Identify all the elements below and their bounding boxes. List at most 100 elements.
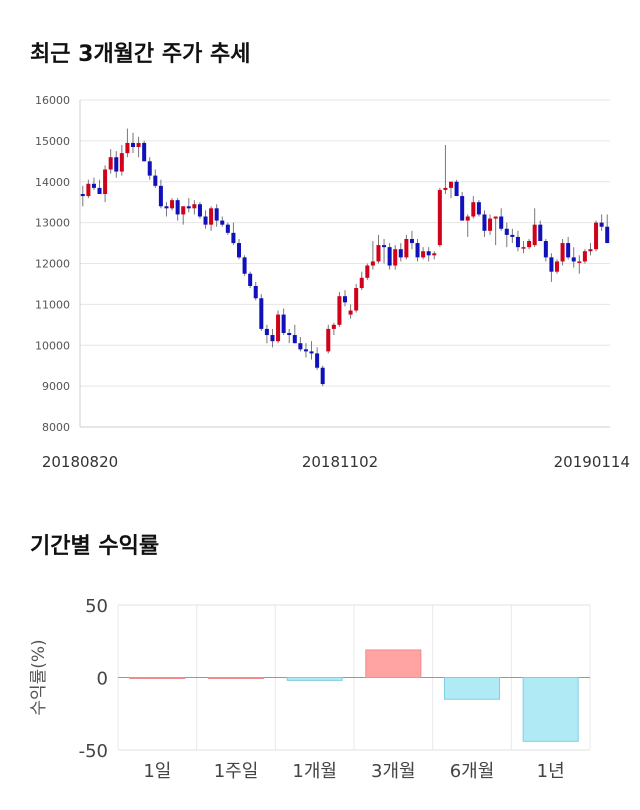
candle-down [292, 335, 297, 344]
candle-up [488, 218, 493, 231]
candle-down [225, 224, 230, 233]
candle-up [181, 206, 186, 215]
candle-down [549, 257, 554, 272]
candle-up [577, 261, 582, 263]
candle-up [432, 253, 437, 256]
candle-down [231, 232, 236, 244]
candle-up [326, 328, 331, 352]
candle-up [86, 183, 91, 197]
x-tick-label: 20181102 [302, 453, 378, 471]
candle-up [404, 238, 409, 258]
candle-down [114, 157, 119, 172]
y-axis-label: 수익률(%) [29, 639, 49, 715]
candle-down [538, 224, 543, 242]
candle-up [471, 202, 476, 217]
candle-down [248, 273, 253, 286]
candle-down [214, 208, 219, 221]
candle-down [158, 185, 163, 207]
candle-up [170, 200, 175, 209]
candle-up [103, 169, 108, 195]
returns-bar-chart: 50 0 -50 수익률(%) 1일 1주일 1개월 3개월 6개월 1년 [29, 596, 591, 782]
candle-down [298, 343, 303, 350]
candle-up [521, 247, 526, 249]
candle-up [594, 222, 599, 250]
x-tick-label: 20180820 [42, 453, 118, 471]
candle-down [566, 243, 571, 258]
candle-down [599, 222, 604, 227]
candle-down [342, 296, 348, 303]
candle-up [493, 216, 498, 219]
candle-up [108, 157, 113, 170]
candle-down [320, 367, 325, 385]
candle-down [515, 236, 520, 248]
candle-down [415, 243, 420, 258]
candle-down [175, 200, 180, 215]
candle-down [382, 245, 387, 248]
candle-up [370, 261, 375, 266]
candle-down [287, 332, 292, 336]
candle-down [142, 142, 147, 162]
candle-up [331, 324, 336, 329]
candle-down [186, 206, 191, 209]
candle-down [91, 183, 96, 188]
bar-6개월 [443, 677, 501, 700]
candle-down [203, 216, 208, 225]
candle-down [460, 196, 465, 221]
candle-down [454, 181, 459, 197]
y-tick-label: 8000 [42, 421, 70, 434]
candle-down [259, 298, 264, 329]
candle-down [387, 247, 392, 266]
x-tick-label: 6개월 [450, 761, 495, 782]
candle-down [147, 161, 152, 176]
candle-up [276, 314, 281, 342]
y-tick-label: 13000 [35, 217, 70, 230]
candle-up [588, 249, 593, 252]
x-tick-label: 1년 [537, 761, 565, 782]
candle-down [80, 194, 85, 197]
candle-up [119, 153, 124, 172]
candle-down [543, 241, 548, 258]
bar-1년 [522, 677, 579, 742]
candle-down [130, 142, 136, 148]
bar-1주일 [207, 677, 265, 679]
candle-down [97, 187, 102, 195]
candle-down [242, 257, 247, 274]
candle-down [482, 214, 487, 231]
price-chart-title: 최근 3개월간 주가 추세 [30, 42, 251, 67]
candle-up [376, 245, 381, 262]
candle-down [309, 351, 314, 354]
candle-down [398, 249, 403, 258]
x-tick-label: 3개월 [371, 761, 416, 782]
candle-down [504, 228, 509, 235]
y-tick-label: 11000 [35, 298, 70, 311]
x-tick-label: 20190114 [554, 453, 630, 471]
y-tick-label: 14000 [35, 176, 70, 189]
candle-up [448, 181, 454, 188]
returns-chart-title: 기간별 수익률 [30, 534, 160, 559]
candle-up [437, 189, 442, 246]
candle-up [582, 251, 587, 262]
candle-up [359, 277, 364, 289]
candlestick-chart: 16000 15000 14000 13000 12000 11000 10000 9000 8… [35, 94, 630, 471]
candle-down [264, 328, 269, 336]
candle-down [476, 202, 481, 215]
candle-down [164, 206, 169, 209]
candle-down [315, 353, 320, 368]
candle-down [253, 285, 258, 299]
y-tick-label: 10000 [35, 339, 70, 352]
candle-up [393, 249, 398, 266]
candle-down [153, 175, 158, 186]
candle-up [125, 142, 130, 154]
candle-up [443, 187, 448, 190]
candle-up [365, 265, 370, 278]
candle-up [209, 208, 214, 225]
candle-down [510, 234, 515, 237]
y-tick-label: 16000 [35, 94, 70, 107]
candle-up [560, 243, 565, 262]
candle-down [281, 314, 286, 333]
candle-up [348, 310, 353, 315]
bar-1일 [129, 677, 186, 679]
bar-1개월 [286, 677, 343, 681]
y-tick-label: 50 [85, 596, 108, 617]
candle-down [236, 243, 242, 258]
